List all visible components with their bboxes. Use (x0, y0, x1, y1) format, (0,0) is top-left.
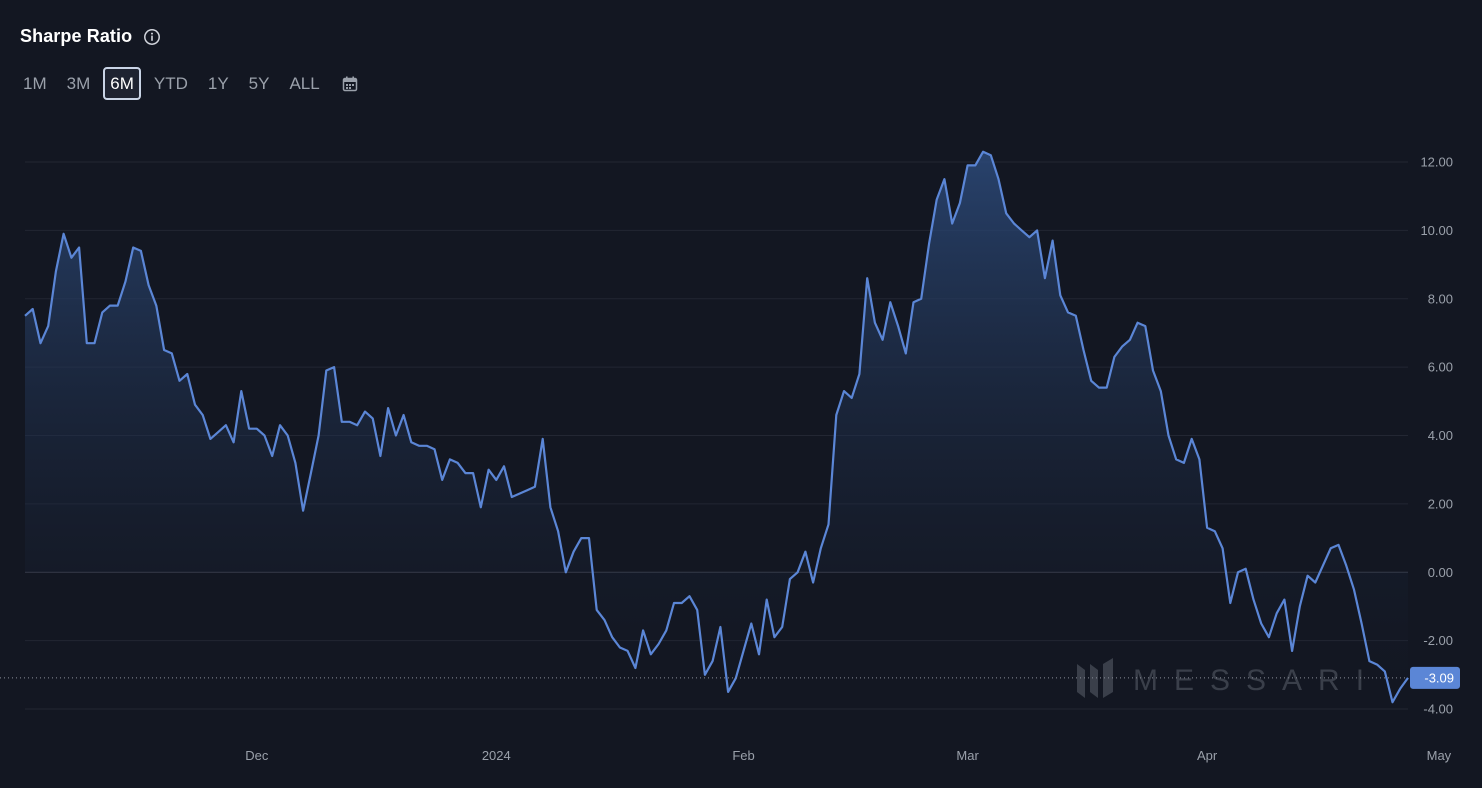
y-tick-label: 4.00 (1428, 428, 1453, 443)
y-tick-label: 12.00 (1420, 155, 1453, 170)
range-all-button[interactable]: ALL (289, 74, 320, 93)
page-title: Sharpe Ratio (20, 26, 133, 46)
info-icon[interactable] (143, 28, 161, 46)
chart-header: Sharpe Ratio (20, 26, 161, 47)
y-tick-label: -2.00 (1423, 633, 1453, 648)
time-range-selector: 1M 3M 6M YTD 1Y 5Y ALL (16, 67, 359, 100)
last-value-badge: -3.09 (1410, 666, 1460, 689)
x-tick-label: Apr (1197, 748, 1218, 763)
range-5y-button[interactable]: 5Y (248, 74, 270, 93)
series-area (25, 151, 1408, 703)
y-tick-label: 10.00 (1420, 223, 1453, 238)
y-tick-label: 0.00 (1428, 565, 1453, 580)
range-6m-button[interactable]: 6M (103, 67, 141, 100)
x-tick-label: May (1427, 748, 1452, 763)
messari-logo-icon (1077, 658, 1113, 698)
x-tick-label: Mar (956, 748, 979, 763)
y-tick-label: 8.00 (1428, 291, 1453, 306)
y-tick-label: 6.00 (1428, 360, 1453, 375)
range-1m-button[interactable]: 1M (23, 74, 47, 93)
x-tick-label: Dec (245, 748, 269, 763)
watermark-text: MESSARI (1133, 664, 1380, 697)
calendar-icon[interactable] (341, 75, 359, 93)
y-tick-label: -4.00 (1423, 702, 1453, 717)
last-value-label: -3.09 (1424, 670, 1454, 685)
range-1y-button[interactable]: 1Y (207, 74, 229, 93)
x-tick-label: Feb (732, 748, 754, 763)
range-ytd-button[interactable]: YTD (153, 74, 188, 93)
x-tick-label: 2024 (482, 748, 511, 763)
series-line (24, 150, 1409, 704)
x-axis: Dec 2024 Feb Mar Apr May (245, 748, 1451, 763)
range-3m-button[interactable]: 3M (66, 74, 91, 93)
messari-watermark: MESSARI (1077, 658, 1380, 698)
y-tick-label: 2.00 (1428, 496, 1453, 511)
y-axis: 12.00 10.00 8.00 6.00 4.00 2.00 0.00 -2.00 -4.00 (1420, 155, 1453, 717)
